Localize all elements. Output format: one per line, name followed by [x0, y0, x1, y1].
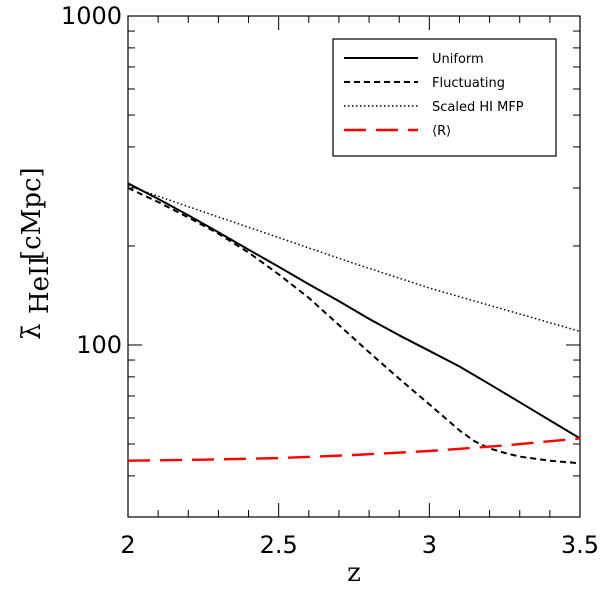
series-lines — [127, 182, 581, 465]
series-line-1 — [127, 187, 581, 465]
x-tick-label: 3 — [422, 531, 437, 559]
x-axis-label: z — [347, 558, 361, 588]
y-axis-label-subscript: HeII — [25, 255, 55, 314]
x-tick-label: 2.5 — [260, 531, 298, 559]
series-line-3 — [127, 437, 581, 462]
legend: Uniform Fluctuating Scaled HI MFP ⟨R⟩ — [332, 38, 557, 157]
legend-label-1: Fluctuating — [432, 76, 505, 91]
axis-ticks — [127, 15, 581, 518]
y-axis-label-units: [cMpc] — [17, 167, 47, 260]
plot-frame — [127, 15, 581, 518]
legend-label-0: Uniform — [432, 52, 484, 67]
y-axis-label: λ̄ HeII [cMpc] — [17, 167, 55, 340]
series-line-2 — [127, 184, 581, 333]
y-tick-label: 100 — [76, 331, 122, 359]
x-tick-label: 2 — [120, 531, 135, 559]
series-line-0 — [127, 182, 581, 440]
x-tick-label: 3.5 — [561, 531, 599, 559]
legend-label-2: Scaled HI MFP — [432, 100, 524, 115]
tick-labels: 2 2.5 3 3.5 100 1000 — [61, 2, 599, 559]
y-axis-label-symbol: λ̄ — [17, 324, 47, 340]
y-tick-label: 1000 — [61, 2, 122, 30]
legend-label-3: ⟨R⟩ — [432, 124, 451, 139]
